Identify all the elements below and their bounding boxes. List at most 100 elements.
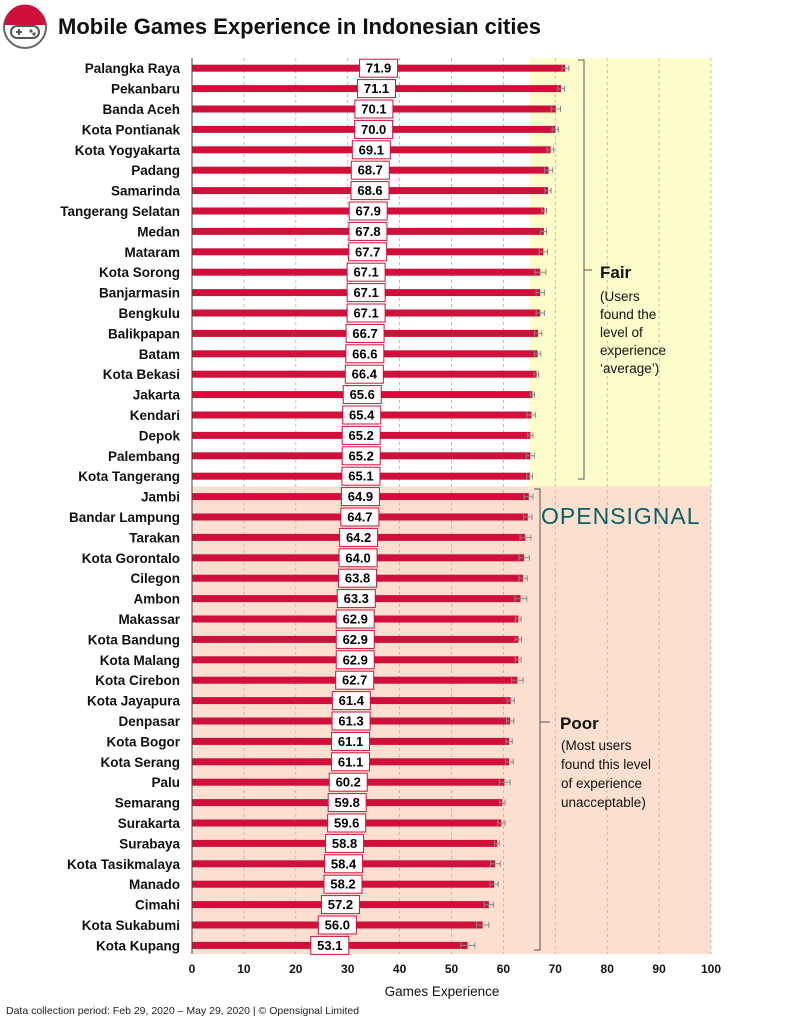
x-tick-label: 50: [445, 962, 459, 976]
value-label-box: [351, 140, 391, 160]
value-label-box: [335, 650, 375, 670]
value-label-box: [331, 691, 371, 711]
value-label-box: [350, 181, 390, 201]
value-label: 62.9: [343, 652, 368, 667]
error-bar: [489, 881, 499, 888]
value-label: 65.4: [349, 408, 375, 423]
value-label: 61.1: [338, 734, 363, 749]
error-bar: [526, 412, 537, 418]
value-label-box: [335, 629, 375, 649]
city-label: Makassar: [118, 612, 180, 627]
error-bar: [561, 65, 570, 72]
value-label-box: [335, 609, 375, 629]
error-bar: [523, 493, 534, 500]
city-label: Kota Jayapura: [87, 694, 181, 709]
gamepad-icon: [3, 4, 47, 49]
error-bar: [514, 636, 523, 643]
value-label-box: [346, 303, 386, 323]
error-bar: [543, 167, 554, 174]
fair-desc-line: experience: [600, 343, 666, 358]
poor-desc-line: found this level: [561, 757, 651, 772]
value-label-box: [348, 221, 388, 241]
value-label: 70.0: [361, 122, 386, 137]
fair-desc-line: ‘average’): [600, 361, 659, 376]
value-label: 67.7: [355, 244, 380, 259]
value-label: 70.1: [361, 102, 386, 117]
city-label: Surabaya: [119, 836, 180, 851]
value-label-box: [341, 425, 381, 445]
value-label: 61.4: [339, 693, 365, 708]
error-bar: [546, 146, 555, 153]
value-label-box: [320, 895, 360, 915]
error-bar: [514, 656, 522, 663]
x-tick-label: 80: [601, 962, 615, 976]
value-label-box: [331, 752, 371, 772]
value-label: 66.4: [352, 367, 378, 382]
poor-desc-line: of experience: [561, 776, 642, 791]
error-bar: [544, 187, 552, 194]
poor-bracket: [534, 488, 550, 951]
chart-title: Mobile Games Experience in Indonesian ci…: [58, 14, 541, 39]
value-label: 64.9: [348, 489, 373, 504]
x-tick-label: 40: [393, 962, 407, 976]
city-label: Kota Bogor: [107, 734, 181, 749]
value-label: 57.2: [328, 897, 353, 912]
error-bar: [540, 228, 547, 235]
city-label: Medan: [137, 224, 180, 239]
error-bar: [523, 514, 533, 520]
city-label: Cilegon: [131, 571, 181, 586]
value-label-box: [328, 772, 368, 792]
value-label: 62.7: [342, 673, 367, 688]
error-bar: [527, 432, 534, 439]
footer-note: Data collection period: Feb 29, 2020 – M…: [6, 1005, 359, 1017]
x-tick-label: 60: [497, 962, 511, 976]
error-bar: [489, 860, 501, 867]
x-tick-label: 100: [701, 962, 721, 976]
value-label-box: [350, 160, 390, 180]
value-label: 66.7: [352, 326, 377, 341]
value-label-box: [338, 568, 378, 588]
city-label: Tangerang Selatan: [60, 204, 180, 219]
error-bar: [529, 391, 536, 398]
value-label-box: [335, 670, 375, 690]
error-bar: [534, 269, 547, 276]
city-label: Kota Serang: [100, 755, 180, 770]
value-label: 67.9: [356, 204, 381, 219]
x-tick-label: 20: [289, 962, 303, 976]
city-label: Kota Gorontalo: [82, 551, 180, 566]
city-label: Tarakan: [129, 530, 180, 545]
city-label: Balikpapan: [108, 326, 180, 341]
value-label: 60.2: [336, 775, 361, 790]
value-label: 53.1: [317, 938, 342, 953]
value-label: 63.8: [345, 571, 370, 586]
fair-desc-line: level of: [600, 325, 643, 340]
city-label: Kota Cirebon: [95, 673, 180, 688]
error-bar: [483, 901, 495, 908]
error-bar: [519, 534, 532, 541]
value-label-box: [340, 487, 380, 507]
value-label: 59.6: [334, 816, 359, 831]
x-tick-label: 70: [549, 962, 563, 976]
value-label: 65.6: [350, 387, 375, 402]
value-label-box: [342, 405, 382, 425]
city-label: Bengkulu: [118, 306, 180, 321]
value-label-box: [345, 323, 385, 343]
fair-title: Fair: [600, 263, 632, 282]
x-tick-label: 10: [237, 962, 251, 976]
value-label: 68.7: [358, 163, 383, 178]
error-bar: [499, 799, 506, 806]
city-label: Padang: [131, 163, 180, 178]
value-label: 67.8: [355, 224, 380, 239]
value-label-box: [323, 874, 363, 894]
city-label: Pekanbaru: [111, 82, 180, 97]
x-tick-label: 30: [341, 962, 355, 976]
value-label-box: [339, 527, 379, 547]
city-label: Semarang: [115, 796, 180, 811]
value-label: 61.1: [338, 754, 363, 769]
error-bar: [525, 452, 536, 459]
opensignal-logo: OPENSIGNAL: [541, 503, 701, 529]
fair-desc-line: (Users: [600, 289, 640, 304]
error-bar: [494, 840, 500, 847]
poor-title: Poor: [560, 714, 599, 733]
error-bar: [538, 248, 549, 255]
